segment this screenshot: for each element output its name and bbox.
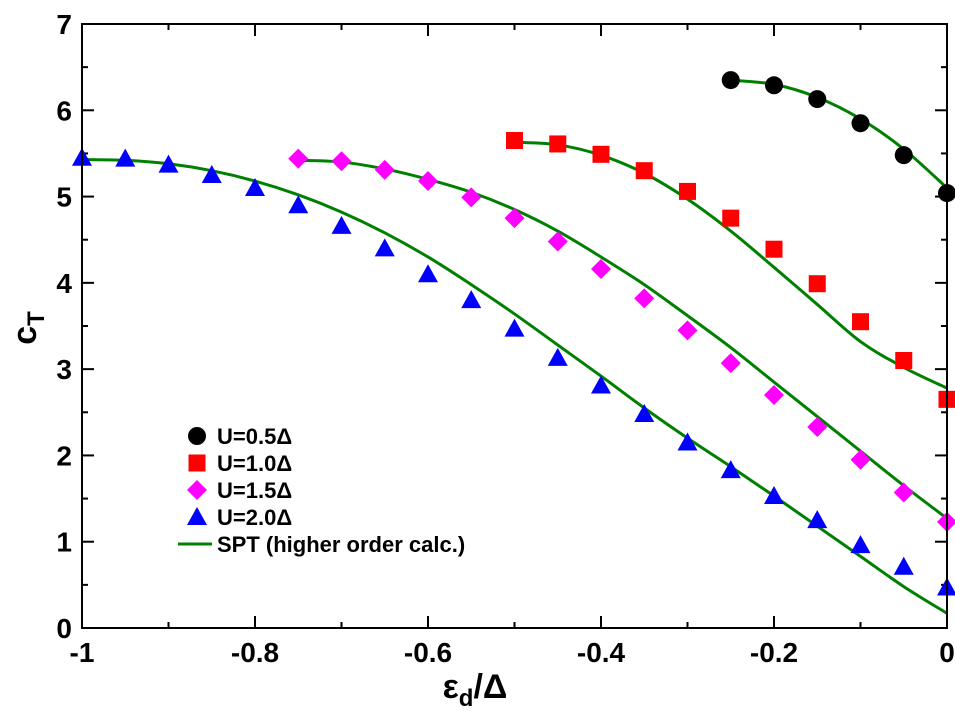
y-tick-label: 0 — [56, 613, 72, 644]
x-tick-label: -0.4 — [577, 637, 626, 668]
y-axis-label-sub: T — [23, 311, 50, 326]
data-point-diamond — [720, 353, 741, 374]
data-point-triangle — [677, 432, 698, 451]
fit-curves — [81, 78, 949, 615]
spt-curve — [81, 157, 948, 615]
y-tick-label: 7 — [56, 9, 72, 40]
x-axis-label-main: ε — [443, 668, 459, 706]
data-point-diamond — [547, 231, 568, 252]
data-point-square — [506, 131, 523, 149]
legend-marker-square — [188, 454, 206, 472]
data-point-square — [765, 240, 783, 258]
y-tick-label: 5 — [56, 182, 72, 213]
data-point-diamond — [634, 288, 655, 309]
data-point-square — [679, 182, 696, 200]
x-tick-label: -1 — [70, 637, 95, 668]
data-point-diamond — [461, 187, 482, 208]
spt-curve — [514, 140, 948, 390]
data-point-diamond — [418, 171, 438, 192]
data-point-square — [852, 313, 869, 331]
data-point-triangle — [245, 177, 265, 196]
data-point-square — [808, 275, 826, 293]
data-point-square — [722, 209, 740, 227]
legend-label: U=1.5Δ — [217, 478, 292, 503]
data-point-diamond — [374, 159, 395, 180]
data-point-diamond — [807, 416, 828, 437]
legend-marker-diamond — [187, 480, 207, 500]
data-point-triangle — [158, 154, 179, 173]
data-point-triangle — [634, 404, 655, 423]
x-tick-label: 0 — [939, 637, 955, 668]
legend-label: U=0.5Δ — [217, 424, 292, 449]
y-tick-label: 1 — [56, 527, 72, 558]
data-point-triangle — [288, 195, 309, 214]
data-point-triangle — [331, 215, 352, 234]
data-point-triangle — [807, 510, 828, 529]
data-point-square — [592, 145, 610, 163]
data-point-triangle — [201, 165, 222, 183]
data-point-triangle — [374, 238, 395, 257]
y-axis-label: cT — [6, 311, 50, 345]
spt-curve — [298, 158, 948, 520]
data-markers — [72, 71, 955, 596]
legend-marker-triangle — [187, 507, 207, 525]
data-point-diamond — [893, 482, 914, 503]
data-point-diamond — [677, 320, 698, 341]
spt-curve — [730, 78, 949, 190]
data-point-square — [549, 135, 567, 153]
data-point-diamond — [591, 259, 611, 280]
x-axis-label-sub: d — [459, 685, 474, 711]
data-point-triangle — [893, 556, 914, 575]
legend-marker-circle — [188, 427, 206, 445]
y-tick-label: 2 — [56, 440, 72, 471]
data-point-square — [635, 162, 653, 180]
legend-label: U=2.0Δ — [217, 505, 292, 530]
data-point-triangle — [720, 460, 741, 479]
legend-label: SPT (higher order calc.) — [217, 532, 465, 557]
x-tick-label: -0.8 — [231, 637, 279, 668]
legend-label: U=1.0Δ — [217, 451, 292, 476]
data-point-triangle — [764, 485, 784, 504]
data-point-triangle — [418, 264, 438, 283]
data-point-triangle — [591, 375, 611, 394]
data-point-triangle — [547, 347, 568, 366]
data-point-triangle — [850, 535, 871, 554]
x-axis-label-tail: /Δ — [473, 668, 507, 706]
y-axis-label-main: c — [6, 326, 44, 345]
data-point-diamond — [764, 385, 784, 406]
y-tick-label: 3 — [56, 354, 72, 385]
data-point-triangle — [115, 148, 136, 167]
data-point-circle — [894, 146, 913, 165]
data-point-diamond — [504, 208, 525, 229]
data-point-circle — [808, 90, 827, 109]
x-axis-label: εd/Δ — [443, 668, 508, 711]
plot-frame — [81, 23, 948, 629]
data-point-diamond — [850, 449, 871, 470]
data-point-circle — [851, 114, 870, 133]
x-tick-label: -0.6 — [404, 637, 452, 668]
data-point-triangle — [461, 290, 482, 309]
y-tick-label: 4 — [56, 268, 72, 299]
data-point-diamond — [331, 151, 352, 172]
y-tick-label: 6 — [56, 95, 72, 126]
data-point-diamond — [288, 148, 309, 169]
data-point-triangle — [504, 318, 525, 337]
data-point-square — [895, 352, 913, 370]
data-point-circle — [765, 76, 783, 95]
data-point-circle — [721, 71, 740, 90]
x-tick-label: -0.2 — [750, 637, 798, 668]
axis-ticks: -1 -0.8 -0.6 -0.4 -0.2 0 0 1 2 3 4 5 6 7 — [56, 9, 954, 668]
